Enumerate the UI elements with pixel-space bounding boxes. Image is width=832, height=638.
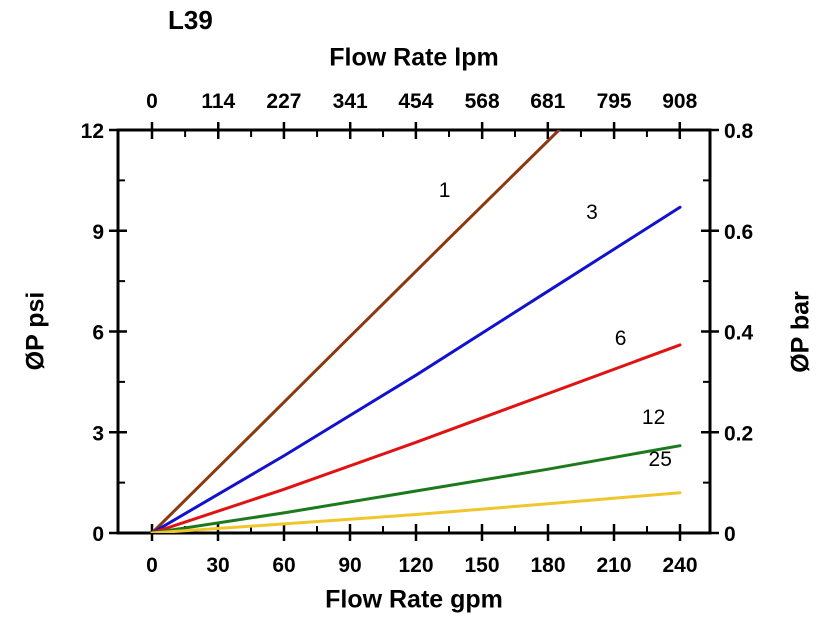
left-tick-label: 6 — [92, 322, 104, 345]
bottom-tick-label: 90 — [338, 554, 361, 577]
left-tick-label: 9 — [92, 221, 104, 244]
bottom-tick-label: 120 — [398, 554, 433, 577]
bottom-tick-label: 210 — [596, 554, 631, 577]
bottom-tick-label: 30 — [206, 554, 229, 577]
bottom-tick-label: 60 — [272, 554, 295, 577]
top-tick-label: 0 — [146, 90, 158, 113]
bottom-tick-label: 0 — [146, 554, 158, 577]
bottom-axis-title: Flow Rate gpm — [325, 585, 503, 614]
top-tick-label: 908 — [662, 90, 697, 113]
left-tick-label: 3 — [92, 422, 104, 445]
top-axis-title: Flow Rate lpm — [329, 43, 499, 72]
left-tick-label: 0 — [92, 523, 104, 546]
right-tick-label: 0.2 — [724, 422, 753, 445]
top-tick-label: 227 — [266, 90, 301, 113]
right-tick-label: 0 — [724, 523, 736, 546]
chart-title: L39 — [168, 5, 213, 35]
series-line-25 — [150, 491, 682, 533]
bottom-tick-label: 150 — [464, 554, 499, 577]
top-tick-label: 681 — [530, 90, 565, 113]
series-label-6: 6 — [615, 327, 627, 350]
left-tick-label: 12 — [81, 120, 104, 143]
top-tick-label: 568 — [465, 90, 500, 113]
series-label-1: 1 — [439, 179, 451, 202]
right-tick-label: 0.4 — [724, 322, 754, 345]
right-tick-label: 0.8 — [724, 120, 754, 143]
series-line-12 — [150, 444, 682, 533]
series-label-3: 3 — [586, 201, 598, 224]
bottom-tick-label: 240 — [662, 554, 697, 577]
series-line-3 — [150, 205, 682, 533]
series-label-12: 12 — [642, 406, 665, 429]
top-tick-label: 114 — [201, 90, 235, 113]
series-line-6 — [150, 343, 682, 533]
series-line-1 — [150, 130, 561, 533]
bottom-tick-label: 180 — [530, 554, 565, 577]
top-tick-label: 795 — [597, 90, 632, 113]
series-label-25: 25 — [649, 448, 672, 471]
top-tick-label: 341 — [333, 90, 368, 113]
right-tick-label: 0.6 — [724, 221, 753, 244]
top-tick-label: 454 — [398, 90, 433, 113]
